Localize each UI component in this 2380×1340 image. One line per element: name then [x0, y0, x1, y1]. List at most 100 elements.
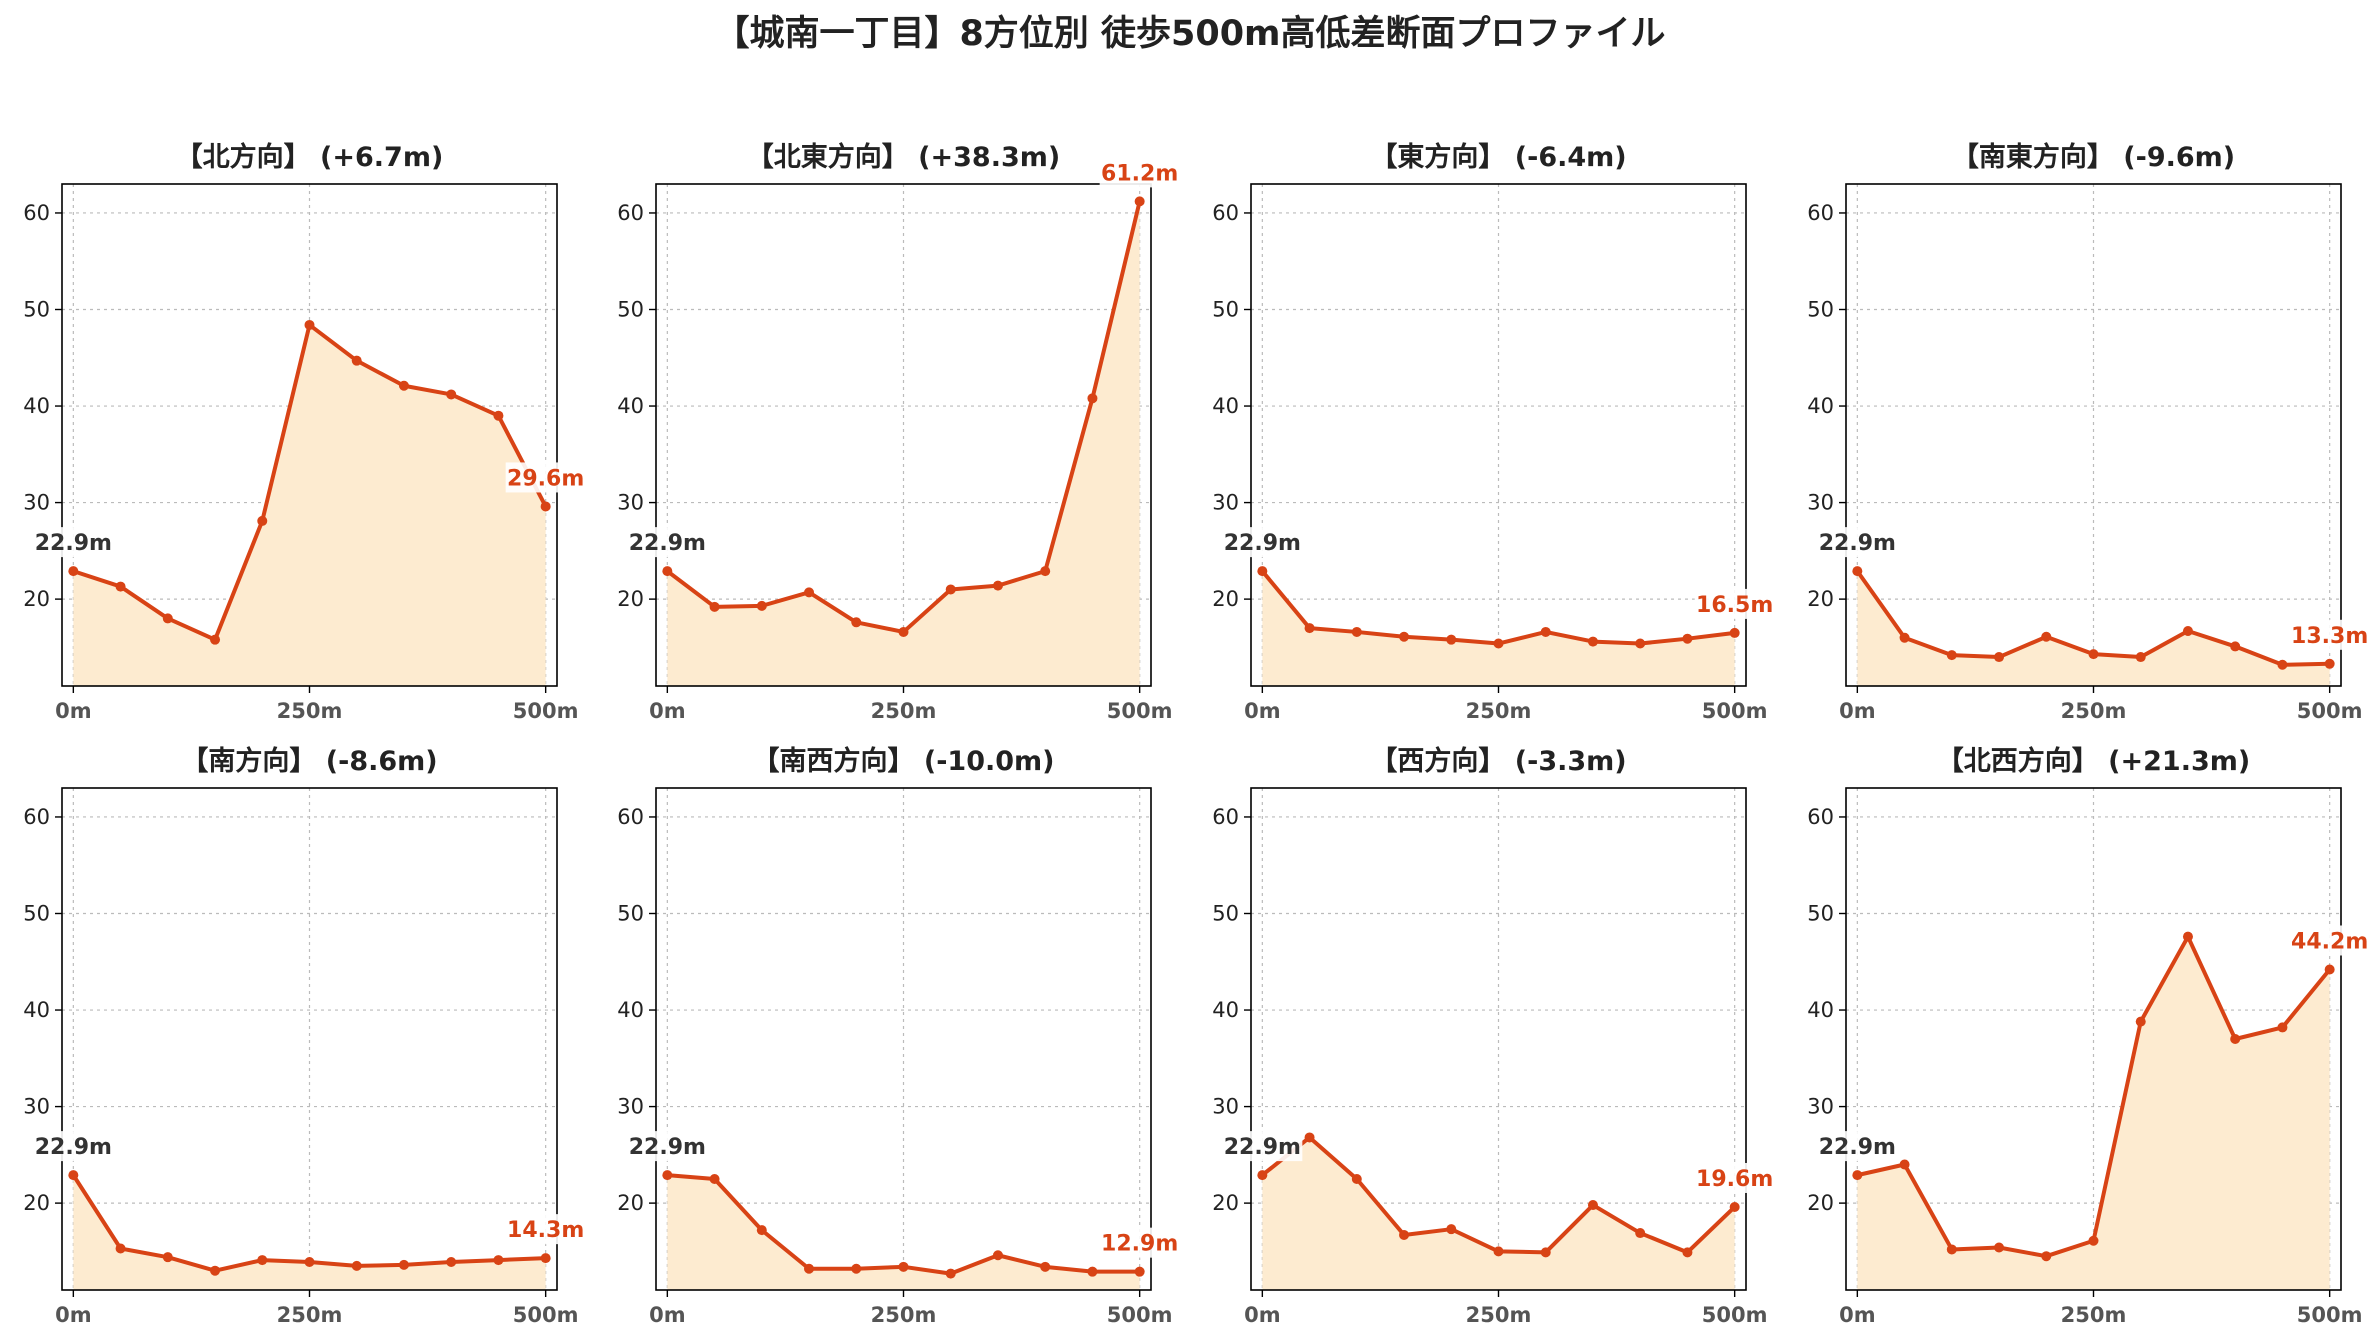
y-tick-label: 50: [617, 902, 644, 926]
data-point: [1682, 1247, 1693, 1258]
x-tick-label: 500m: [2297, 1303, 2363, 1327]
y-tick-label: 30: [23, 1095, 50, 1119]
data-point: [992, 580, 1003, 591]
x-tick-label: 500m: [1107, 699, 1173, 723]
y-tick-label: 30: [1807, 491, 1834, 515]
data-point: [1087, 393, 1098, 404]
data-point: [1682, 633, 1693, 644]
data-point: [1587, 1200, 1598, 1211]
start-label-bg: [33, 527, 114, 558]
elevation-area: [73, 1175, 546, 1290]
profile-chart: 【北西方向】 (+21.3m) 20 30 40 50 60 0m 250m 500m 22.9m…: [1807, 745, 2370, 1327]
data-point: [1729, 1201, 1740, 1212]
chart-title: 【東方向】 (-6.4m): [1370, 141, 1626, 173]
data-point: [2230, 641, 2241, 652]
data-point: [1257, 1170, 1268, 1181]
data-point: [257, 1255, 268, 1266]
y-tick-label: 40: [1807, 998, 1834, 1022]
data-point: [2324, 964, 2335, 975]
x-tick-label: 0m: [649, 1303, 686, 1327]
data-point: [540, 1253, 551, 1264]
data-point: [304, 1257, 315, 1268]
data-point: [851, 617, 862, 628]
x-tick-label: 0m: [1839, 1303, 1876, 1327]
y-tick-label: 20: [617, 1191, 644, 1215]
start-elevation-label: 22.9m: [1224, 531, 1301, 556]
elevation-area: [1262, 571, 1735, 686]
data-point: [709, 601, 720, 612]
data-point: [1351, 626, 1362, 637]
data-point: [804, 587, 815, 598]
data-point: [1994, 652, 2005, 663]
elevation-area: [1857, 571, 2330, 686]
data-point: [1540, 1247, 1551, 1258]
y-tick-label: 50: [1212, 902, 1239, 926]
y-tick-label: 40: [1212, 394, 1239, 418]
end-label-bg: [2289, 925, 2370, 956]
data-point: [1635, 638, 1646, 649]
data-point: [1729, 627, 1740, 638]
y-tick-label: 40: [617, 998, 644, 1022]
profile-chart: 【西方向】 (-3.3m) 20 30 40 50 60 0m 250m 500m 22.9m 19…: [1212, 745, 1775, 1327]
y-tick-label: 20: [1807, 1191, 1834, 1215]
chart-title: 【南東方向】 (-9.6m): [1952, 141, 2235, 173]
end-elevation-label: 16.5m: [1696, 593, 1773, 618]
y-tick-label: 20: [617, 587, 644, 611]
data-point: [2088, 649, 2099, 660]
chart-title: 【北西方向】 (+21.3m): [1937, 745, 2250, 777]
data-point: [709, 1173, 720, 1184]
y-tick-label: 60: [1212, 805, 1239, 829]
chart-title: 【西方向】 (-3.3m): [1370, 745, 1626, 777]
x-tick-label: 0m: [1244, 1303, 1281, 1327]
y-tick-label: 60: [1807, 201, 1834, 225]
data-point: [2277, 1022, 2288, 1033]
y-tick-label: 50: [23, 902, 50, 926]
end-elevation-label: 19.6m: [1696, 1167, 1773, 1192]
elevation-area: [667, 201, 1140, 686]
end-elevation-label: 12.9m: [1101, 1232, 1178, 1257]
start-label-bg: [1817, 1131, 1898, 1162]
start-elevation-label: 22.9m: [629, 531, 706, 556]
data-point: [1351, 1173, 1362, 1184]
y-tick-label: 60: [617, 805, 644, 829]
y-tick-label: 50: [23, 298, 50, 322]
start-label-bg: [33, 1131, 114, 1162]
data-point: [351, 355, 362, 366]
data-point: [2230, 1034, 2241, 1044]
data-point: [1399, 631, 1410, 642]
y-tick-label: 60: [23, 805, 50, 829]
data-point: [1446, 634, 1457, 645]
data-point: [945, 584, 956, 595]
data-point: [210, 1265, 221, 1276]
data-point: [2041, 631, 2052, 642]
x-tick-label: 500m: [513, 1303, 579, 1327]
y-tick-label: 40: [617, 394, 644, 418]
y-tick-label: 30: [617, 1095, 644, 1119]
y-tick-label: 50: [1807, 902, 1834, 926]
data-point: [1899, 1159, 1910, 1170]
y-tick-label: 40: [23, 998, 50, 1022]
y-tick-label: 30: [617, 491, 644, 515]
x-tick-label: 250m: [2061, 1303, 2127, 1327]
y-tick-label: 60: [1807, 805, 1834, 829]
data-point: [1899, 632, 1910, 643]
x-tick-label: 500m: [1107, 1303, 1173, 1327]
x-tick-label: 0m: [1244, 699, 1281, 723]
start-elevation-label: 22.9m: [629, 1135, 706, 1160]
data-point: [1257, 566, 1268, 577]
y-tick-label: 40: [23, 394, 50, 418]
start-label-bg: [1222, 527, 1303, 558]
plot-frame: [1250, 183, 1747, 687]
data-point: [210, 634, 221, 645]
end-label-bg: [505, 462, 586, 493]
data-point: [1304, 1132, 1315, 1143]
y-tick-label: 60: [617, 201, 644, 225]
x-tick-label: 500m: [1702, 1303, 1768, 1327]
end-label-bg: [2289, 619, 2370, 650]
end-elevation-label: 61.2m: [1101, 161, 1178, 186]
data-point: [945, 1268, 956, 1279]
profile-chart: 【東方向】 (-6.4m) 20 30 40 50 60 0m 250m 500m 22.9m 16…: [1212, 141, 1775, 723]
y-tick-label: 20: [1807, 587, 1834, 611]
data-point: [493, 410, 504, 421]
